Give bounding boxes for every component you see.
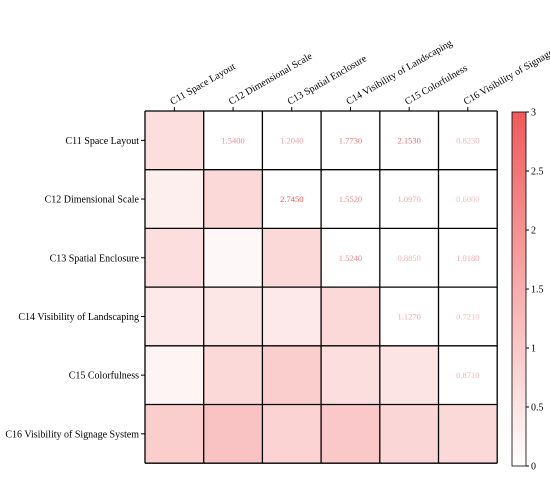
value-label-r3-c5: 0.8850 bbox=[397, 253, 420, 263]
heatmap-cell-r4-c1 bbox=[145, 287, 204, 346]
heatmap-cell-r4-c2 bbox=[203, 287, 263, 346]
colorbar-tick-label: 1.5 bbox=[531, 285, 544, 296]
heatmap-cell-r3-c1 bbox=[145, 228, 204, 288]
value-label-r3-c6: 1.0180 bbox=[456, 253, 479, 263]
row-label-4: C14 Visibility of Landscaping bbox=[18, 312, 139, 323]
heatmap-cell-r3-c2 bbox=[203, 228, 263, 288]
value-label-r2-c4: 1.5520 bbox=[339, 194, 362, 204]
heatmap-cell-r5-c5 bbox=[379, 345, 439, 405]
colorbar-tick-label: 3 bbox=[531, 108, 536, 119]
heatmap-cell-r1-c6 bbox=[438, 111, 498, 170]
colorbar-tick-label: 1 bbox=[531, 344, 536, 355]
heatmap-cell-r1-c2 bbox=[203, 111, 263, 170]
heatmap-cell-r6-c5 bbox=[379, 404, 439, 464]
heatmap-cell-r5-c3 bbox=[262, 345, 322, 405]
heatmap-cell-r1-c1 bbox=[145, 111, 204, 170]
heatmap-cell-r5-c1 bbox=[145, 345, 204, 405]
heatmap-cell-r2-c4 bbox=[321, 169, 380, 229]
heatmap-cell-r4-c6 bbox=[438, 287, 498, 346]
heatmap-cell-r2-c5 bbox=[379, 169, 439, 229]
heatmap-cell-r6-c1 bbox=[145, 404, 204, 464]
heatmap-cells bbox=[145, 111, 498, 464]
column-label-6: C16 Visibility of Signage System bbox=[462, 31, 550, 107]
row-label-2: C12 Dimensional Scale bbox=[45, 195, 140, 206]
value-label-r4-c6: 0.7210 bbox=[456, 311, 479, 321]
heatmap-cell-r2-c6 bbox=[438, 169, 498, 229]
colorbar-tick-label: 0 bbox=[531, 462, 536, 473]
heatmap-grid bbox=[144, 110, 498, 464]
colorbar-tick-label: 2.5 bbox=[531, 167, 544, 178]
heatmap-cell-r3-c3 bbox=[262, 228, 322, 288]
value-label-r2-c3: 2.7450 bbox=[280, 194, 303, 204]
row-label-5: C15 Colorfulness bbox=[69, 371, 139, 382]
heatmap-cell-r4-c4 bbox=[321, 287, 380, 346]
colorbar: 0 0.5 1 1.5 2 2.5 3 bbox=[511, 108, 544, 473]
heatmap-cell-r3-c6 bbox=[438, 228, 498, 288]
row-label-3: C13 Spatial Enclosure bbox=[50, 253, 140, 264]
column-label-1: C11 Space Layout bbox=[168, 61, 237, 107]
colorbar-tick-label: 2 bbox=[531, 226, 536, 237]
column-label-4: C14 Visibility of Landscaping bbox=[344, 38, 454, 108]
value-label-r1-c3: 1.2040 bbox=[280, 135, 303, 145]
colorbar-tick-label: 0.5 bbox=[531, 403, 544, 414]
value-label-r2-c6: 0.6000 bbox=[456, 194, 479, 204]
heatmap-cell-r6-c4 bbox=[321, 404, 380, 464]
heatmap-cell-r5-c4 bbox=[321, 345, 380, 405]
heatmap-cell-r1-c4 bbox=[321, 111, 380, 170]
heatmap-cell-r2-c2 bbox=[203, 169, 263, 229]
heatmap-cell-r3-c5 bbox=[379, 228, 439, 288]
value-label-r4-c5: 1.1270 bbox=[397, 311, 420, 321]
heatmap-cell-r2-c1 bbox=[145, 169, 204, 229]
colorbar-gradient bbox=[511, 111, 527, 467]
value-label-r5-c6: 0.8710 bbox=[456, 370, 479, 380]
heatmap-cell-r5-c6 bbox=[438, 345, 498, 405]
value-label-r1-c6: 0.8230 bbox=[456, 135, 479, 145]
heatmap-cell-r2-c3 bbox=[262, 169, 322, 229]
heatmap-cell-r3-c4 bbox=[321, 228, 380, 288]
heatmap-cell-r1-c3 bbox=[262, 111, 322, 170]
heatmap-cell-r6-c6 bbox=[438, 404, 498, 464]
value-label-r1-c2: 1.5400 bbox=[221, 135, 244, 145]
heatmap-cell-r5-c2 bbox=[203, 345, 263, 405]
value-label-r1-c5: 2.1530 bbox=[397, 135, 420, 145]
row-label-6: C16 Visibility of Signage System bbox=[5, 429, 139, 440]
heatmap-cell-r6-c2 bbox=[203, 404, 263, 464]
heatmap-cell-r4-c5 bbox=[379, 287, 439, 346]
row-labels: C11 Space Layout C12 Dimensional Scale C13… bbox=[5, 136, 145, 440]
value-label-r3-c4: 1.5240 bbox=[339, 253, 362, 263]
value-label-r2-c5: 1.0970 bbox=[397, 194, 420, 204]
heatmap-cell-r4-c3 bbox=[262, 287, 322, 346]
heatmap-cell-r6-c3 bbox=[262, 404, 322, 464]
value-label-r1-c4: 1.7730 bbox=[339, 135, 362, 145]
value-labels: 1.5400 1.2040 1.7730 2.1530 0.8230 2.7450 1.55… bbox=[221, 135, 479, 380]
row-label-1: C11 Space Layout bbox=[65, 136, 139, 147]
heatmap-cell-r1-c5 bbox=[379, 111, 439, 170]
